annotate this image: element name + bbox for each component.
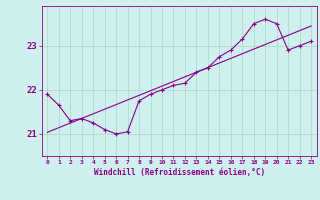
X-axis label: Windchill (Refroidissement éolien,°C): Windchill (Refroidissement éolien,°C) xyxy=(94,168,265,177)
